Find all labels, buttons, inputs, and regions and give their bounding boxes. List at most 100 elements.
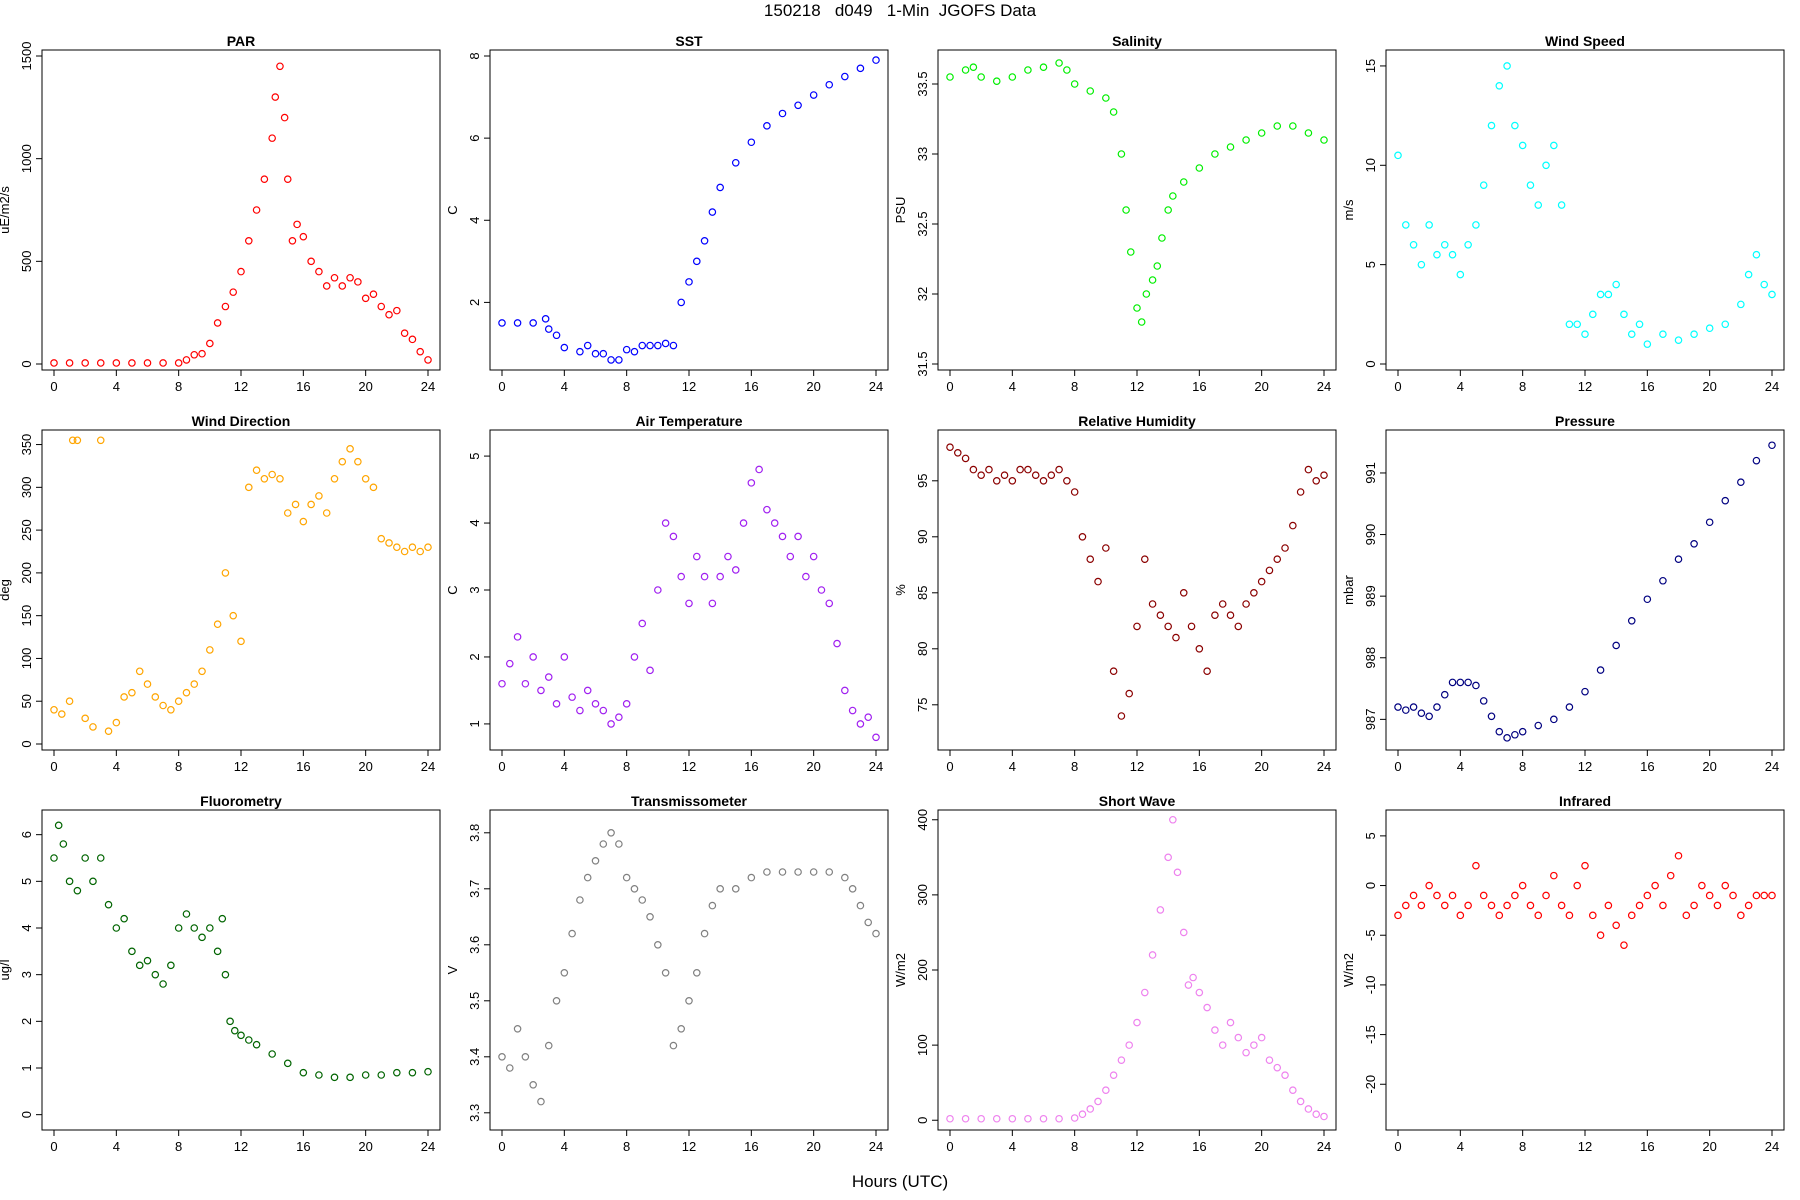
data-point [1596, 666, 1605, 674]
y-axis-label: W/m2 [893, 953, 908, 987]
x-tick-label: 24 [869, 1139, 883, 1154]
data-point [1211, 150, 1219, 158]
data-point [841, 72, 849, 81]
y-tick-label: 4 [467, 217, 482, 224]
data-point [1612, 641, 1620, 650]
data-point [1226, 143, 1235, 151]
data-point [206, 339, 214, 348]
data-point [848, 706, 857, 715]
data-point [872, 56, 880, 64]
data-point [568, 693, 576, 701]
data-point [400, 329, 409, 338]
data-point [299, 1068, 308, 1077]
data-point [1643, 891, 1652, 900]
x-tick-label: 16 [744, 759, 758, 774]
data-point [708, 901, 717, 910]
data-point [669, 532, 678, 541]
data-point [1487, 901, 1496, 910]
data-point [864, 713, 873, 722]
x-tick-label: 16 [296, 379, 310, 394]
data-point [416, 347, 425, 356]
data-point [307, 257, 315, 266]
data-point [1479, 891, 1488, 900]
data-point [1078, 532, 1087, 541]
series-points [1394, 851, 1776, 949]
y-tick-label: 300 [19, 476, 34, 498]
data-point [685, 278, 693, 286]
data-point [159, 701, 167, 710]
y-tick-label: 10 [1363, 158, 1378, 172]
data-point [237, 637, 245, 646]
x-tick-label: 16 [1192, 1139, 1206, 1154]
data-point [872, 929, 880, 938]
plot-frame [1385, 429, 1785, 751]
data-point [677, 572, 686, 581]
data-point [583, 686, 592, 695]
data-point [1612, 280, 1620, 289]
data-point [1401, 706, 1410, 714]
data-point [315, 1071, 323, 1079]
data-point [1086, 87, 1095, 95]
data-point [1573, 881, 1582, 890]
data-point [393, 306, 401, 315]
data-point [961, 66, 970, 74]
y-tick-label: 100 [19, 648, 34, 670]
data-point [731, 884, 740, 893]
data-point [607, 828, 615, 837]
x-tick-label: 24 [1317, 1139, 1331, 1154]
data-point [1125, 1041, 1134, 1049]
data-point [1250, 588, 1258, 597]
data-point [669, 341, 678, 350]
data-point [685, 996, 693, 1005]
data-point [1495, 727, 1504, 736]
panel-relative-humidity: Relative Humidity% 0 4 8 12 16 20 24 75 80 85 90 95 [893, 413, 1337, 774]
x-tick-label: 4 [561, 759, 568, 774]
series-points [50, 436, 432, 735]
data-point [692, 257, 701, 266]
x-tick-label: 8 [623, 379, 630, 394]
data-point [1409, 240, 1418, 249]
data-point [583, 873, 592, 882]
data-point [104, 727, 113, 735]
data-point [167, 705, 175, 714]
x-tick-label: 16 [744, 379, 758, 394]
data-point [1117, 150, 1126, 158]
y-axis-label: ug/l [0, 959, 12, 980]
y-tick-label: 80 [915, 642, 930, 656]
data-point [1705, 518, 1714, 527]
panel-salinity: Salinity PSU 0 4 8 12 16 20 24 31.5 32 32.5 33 33.5 [893, 33, 1337, 394]
data-point [1448, 678, 1457, 687]
data-point [809, 552, 818, 561]
data-point [1140, 988, 1149, 997]
data-point [794, 868, 802, 876]
data-point [677, 298, 686, 307]
x-tick-label: 4 [113, 1139, 120, 1154]
data-point [560, 653, 569, 661]
data-point [1768, 441, 1776, 450]
data-point [700, 237, 709, 245]
data-point [946, 73, 954, 81]
data-point [1698, 881, 1706, 890]
data-point [299, 517, 308, 526]
data-point [977, 471, 985, 480]
data-point [872, 733, 880, 742]
data-point [293, 220, 301, 229]
data-point [716, 183, 724, 192]
data-point [529, 653, 537, 661]
data-point [190, 680, 199, 688]
y-tick-label: 3.5 [467, 992, 482, 1010]
data-point [1226, 1018, 1235, 1027]
data-point [1211, 611, 1219, 620]
data-point [50, 854, 58, 862]
y-axis-label: m/s [1341, 199, 1356, 220]
x-tick-label: 24 [869, 759, 883, 774]
y-axis-label: C [445, 205, 460, 214]
data-point [1440, 240, 1449, 249]
data-point [206, 646, 214, 654]
data-point [833, 639, 841, 648]
x-tick-label: 0 [50, 379, 57, 394]
data-point [377, 534, 386, 543]
data-point [1173, 868, 1182, 877]
x-tick-label: 24 [1765, 1139, 1779, 1154]
data-point [1627, 616, 1636, 625]
